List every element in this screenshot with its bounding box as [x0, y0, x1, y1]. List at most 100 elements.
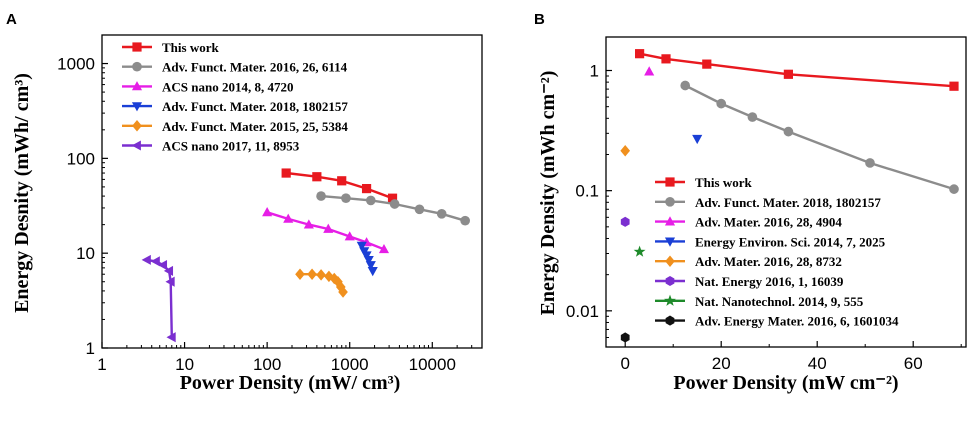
x-tick-label: 1000	[331, 355, 369, 374]
legend-label: Adv. Funct. Mater. 2015, 25, 5384	[162, 119, 348, 134]
data-point	[363, 255, 374, 266]
y-tick-label: 0.1	[575, 182, 599, 201]
data-point	[460, 215, 470, 226]
legend-a: This work Adv. Funct. Mater. 2016, 26, 61…	[122, 40, 348, 154]
y-tick-label: 0.01	[566, 302, 599, 321]
data-point	[865, 158, 875, 168]
data-point	[635, 49, 645, 59]
x-tick-label: 10	[175, 355, 194, 374]
data-point	[356, 241, 367, 251]
x-tick-label: 40	[808, 354, 827, 373]
data-point	[633, 245, 646, 257]
legend-marker	[665, 315, 675, 326]
legend-marker	[665, 275, 675, 287]
data-point	[680, 80, 691, 91]
axis-ticks-b: 0 20 40 60 0.01 0.1 1	[566, 61, 962, 373]
data-point	[644, 66, 655, 76]
data-point	[365, 261, 376, 271]
legend-marker	[665, 196, 675, 207]
data-point	[702, 59, 712, 69]
data-point	[316, 191, 326, 201]
x-tick-label: 60	[904, 354, 923, 373]
legend-marker	[132, 120, 142, 132]
x-tick-label: 20	[712, 354, 731, 373]
data-point	[163, 265, 174, 276]
x-axis-title-b: Power Density (mW cm⁻²)	[673, 372, 898, 394]
data-point	[716, 98, 727, 109]
data-point	[783, 126, 794, 137]
series-group-a	[141, 168, 470, 343]
plot-frame-b	[605, 36, 967, 348]
data-point	[692, 134, 703, 145]
panel-label-b: B	[534, 11, 545, 28]
legend-marker	[665, 255, 675, 267]
legend-label: This work	[162, 40, 219, 55]
series-group-b	[620, 49, 959, 343]
y-tick-label: 1	[86, 339, 95, 358]
legend-label: ACS nano 2017, 11, 8953	[162, 139, 300, 154]
data-point	[303, 219, 314, 229]
legend-label: Adv. Mater. 2016, 28, 8732	[695, 254, 842, 269]
panel-b: B 0 20 40 60 0.01 0.1 1 This work Adv. Funct. M…	[534, 11, 967, 394]
x-tick-label: 0	[620, 354, 629, 373]
legend-label: Adv. Energy Mater. 2016, 6, 1601034	[695, 314, 899, 329]
data-point	[661, 54, 671, 64]
data-point	[166, 332, 176, 343]
data-point	[389, 199, 400, 209]
legend-marker	[664, 294, 676, 306]
y-tick-label: 10	[76, 244, 95, 263]
data-point	[150, 256, 160, 267]
legend-label: Adv. Funct. Mater. 2018, 1802157	[695, 195, 881, 210]
data-point	[344, 231, 355, 241]
legend-marker	[132, 61, 142, 72]
data-point	[323, 223, 334, 233]
legend-label: Adv. Funct. Mater. 2018, 1802157	[162, 99, 348, 114]
y-axis-title-a: Energy Desnity (mWh/ cm³)	[11, 73, 33, 313]
legend-label: This work	[695, 175, 752, 190]
data-point	[316, 269, 326, 281]
data-point	[141, 254, 151, 265]
data-point	[337, 176, 347, 186]
data-point	[262, 206, 273, 217]
legend-marker	[132, 42, 142, 52]
legend-label: Energy Environ. Sci. 2014, 7, 2025	[695, 234, 886, 249]
axis-ticks-a: 1 10 100 1000 10000 1 10 100 1000	[57, 55, 473, 374]
data-point	[436, 209, 447, 219]
y-tick-label: 1000	[57, 55, 95, 74]
legend-marker	[131, 140, 141, 151]
legend-marker	[131, 81, 143, 91]
data-point	[367, 267, 378, 277]
legend-marker	[664, 216, 676, 226]
data-point	[165, 276, 175, 287]
legend-marker	[664, 237, 676, 247]
data-point	[341, 193, 351, 204]
x-tick-label: 10000	[409, 355, 456, 374]
data-point	[157, 259, 168, 271]
data-point	[338, 286, 348, 298]
data-point	[312, 172, 322, 182]
data-point	[620, 144, 631, 157]
data-point	[365, 195, 376, 206]
data-point	[949, 81, 959, 91]
data-point	[295, 268, 305, 280]
data-point	[747, 112, 758, 122]
panel-a: A 1 10 100 1000 10000 1 10 100 1000 This work Adv…	[6, 11, 483, 394]
x-tick-label: 100	[253, 355, 281, 374]
data-point	[307, 268, 317, 280]
panel-label-a: A	[6, 11, 17, 28]
data-point	[378, 243, 390, 254]
x-tick-label: 1	[97, 355, 106, 374]
data-point	[414, 204, 425, 215]
series-line	[684, 84, 955, 191]
legend-label: ACS nano 2014, 8, 4720	[162, 79, 293, 94]
x-axis-title-a: Power Density (mW/ cm³)	[180, 372, 401, 394]
y-axis-title-b: Energy Density (mWh cm⁻²)	[537, 71, 559, 316]
data-point	[283, 213, 294, 223]
y-tick-label: 1	[590, 61, 599, 80]
legend-b: This work Adv. Funct. Mater. 2018, 180215…	[655, 175, 899, 329]
legend-marker	[665, 177, 675, 187]
legend-label: Nat. Nanotechnol. 2014, 9, 555	[695, 294, 864, 309]
legend-label: Adv. Funct. Mater. 2016, 26, 6114	[162, 60, 348, 75]
data-point	[281, 168, 291, 178]
